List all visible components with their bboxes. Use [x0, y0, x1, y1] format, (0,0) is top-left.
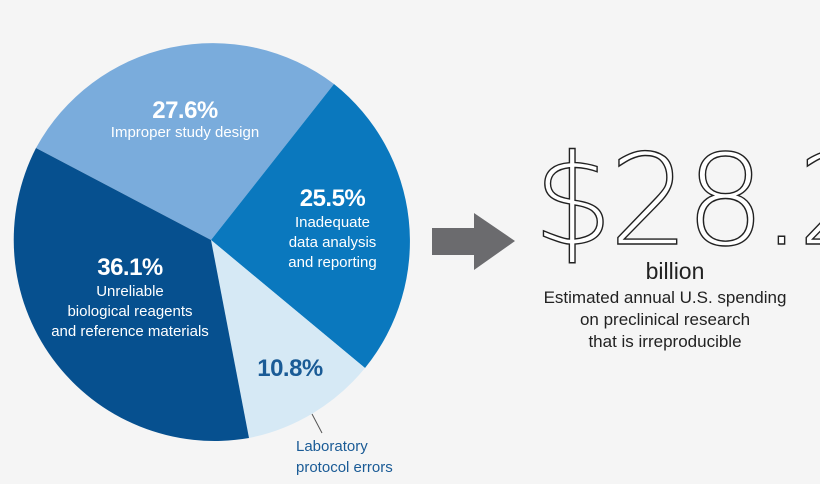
caption-line: Estimated annual U.S. spending [543, 288, 787, 307]
desc-line: Unreliable [96, 283, 164, 301]
caption-line: that is irreproducible [588, 332, 742, 351]
desc-line: Inadequate [294, 214, 371, 232]
pct-inadequate-data-analysis: 25.5% [299, 185, 366, 212]
label-inadequate-data-analysis: 25.5% Inadequate data analysis and repor… [270, 185, 395, 272]
desc-line: and reference materials [51, 323, 209, 341]
arrow-right-icon [432, 213, 515, 270]
label-improper-study-design: 27.6% Improper study design [95, 97, 275, 142]
label-unreliable-reagents: 36.1% Unreliable biological reagents and… [40, 254, 220, 341]
total-unit: billion [645, 258, 705, 284]
slice-inadequate-data-analysis [211, 84, 410, 368]
slice-improper-study-design [36, 43, 334, 240]
summary-caption: Estimated annual U.S. spending on precli… [520, 287, 810, 353]
pct-laboratory-protocol-errors: 10.8% [257, 355, 323, 382]
desc-improper-study-design: Improper study design [110, 124, 260, 142]
slice-unreliable-reagents [13, 148, 249, 441]
desc-line: Laboratory [296, 438, 368, 455]
desc-line: biological reagents [67, 303, 193, 321]
desc-line: protocol errors [296, 459, 393, 476]
caption-line: on preclinical research [579, 310, 751, 329]
leader-line [311, 413, 323, 434]
pct-improper-study-design: 27.6% [152, 97, 218, 124]
label-protocol-desc: Laboratory protocol errors [296, 436, 420, 478]
pct-unreliable-reagents: 36.1% [97, 254, 163, 281]
slice-laboratory-protocol-errors [211, 240, 365, 438]
desc-line: and reporting [288, 254, 377, 272]
label-protocol-pct: 10.8% [240, 355, 340, 382]
desc-line: data analysis [288, 234, 377, 252]
total-amount: $28.2 [532, 127, 820, 274]
